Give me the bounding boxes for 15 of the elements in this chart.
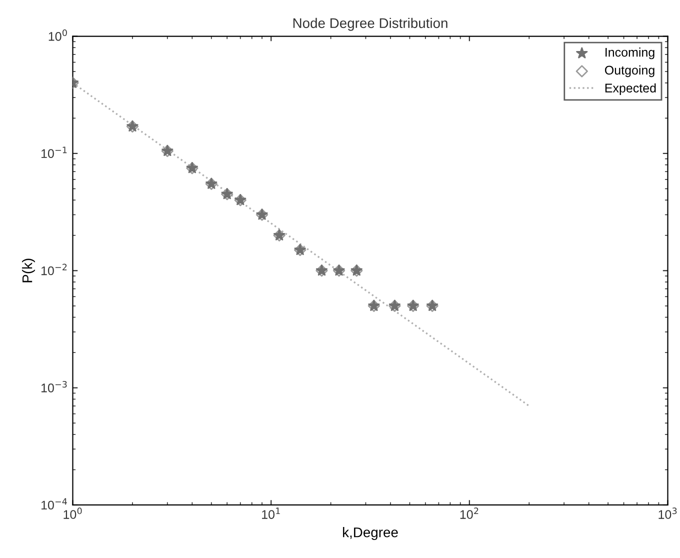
x-tick-label: 10$^{1}$ (262, 508, 280, 519)
legend-label: Expected (605, 83, 656, 95)
y-tick-label: 10$^{−1}$ (41, 146, 67, 158)
y-tick-label: 10$^{−2}$ (41, 264, 67, 276)
legend-label: Incoming (606, 48, 654, 60)
x-axis-title: k,Degree (343, 527, 398, 540)
legend-label: Outgoing (604, 65, 654, 78)
x-tick-label: 10$^{3}$ (658, 508, 677, 519)
x-tick-label: 10$^{2}$ (460, 508, 478, 519)
chart-title: Node Degree Distribution (293, 18, 448, 31)
y-axis-title: P(k) (22, 258, 35, 282)
y-tick-label: 10$^{−4}$ (41, 498, 67, 510)
y-tick-label: 10$^{0}$ (48, 29, 67, 41)
y-tick-label: 10$^{−3}$ (41, 380, 67, 392)
x-tick-label: 10$^{0}$ (64, 508, 82, 519)
